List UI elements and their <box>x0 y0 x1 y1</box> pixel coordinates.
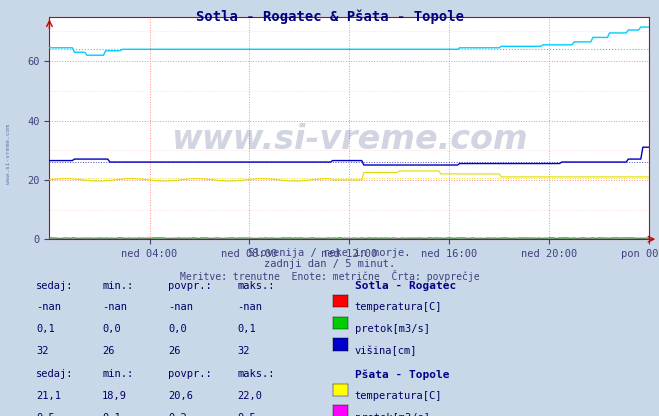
Text: 0,2: 0,2 <box>168 413 186 416</box>
Text: temperatura[C]: temperatura[C] <box>355 391 442 401</box>
Text: maks.:: maks.: <box>237 281 275 291</box>
Text: 18,9: 18,9 <box>102 391 127 401</box>
Text: Meritve: trenutne  Enote: metrične  Črta: povprečje: Meritve: trenutne Enote: metrične Črta: … <box>180 270 479 282</box>
Text: zadnji dan / 5 minut.: zadnji dan / 5 minut. <box>264 259 395 269</box>
Text: maks.:: maks.: <box>237 369 275 379</box>
Text: pretok[m3/s]: pretok[m3/s] <box>355 324 430 334</box>
Text: povpr.:: povpr.: <box>168 281 212 291</box>
Text: sedaj:: sedaj: <box>36 369 74 379</box>
Text: 0,5: 0,5 <box>237 413 256 416</box>
Text: min.:: min.: <box>102 369 133 379</box>
Text: 0,0: 0,0 <box>102 324 121 334</box>
Text: 0,1: 0,1 <box>237 324 256 334</box>
Text: 22,0: 22,0 <box>237 391 262 401</box>
Text: www.si-vreme.com: www.si-vreme.com <box>6 124 11 184</box>
Text: 0,5: 0,5 <box>36 413 55 416</box>
Text: 0,1: 0,1 <box>36 324 55 334</box>
Text: pretok[m3/s]: pretok[m3/s] <box>355 413 430 416</box>
Text: -nan: -nan <box>237 302 262 312</box>
Text: 32: 32 <box>36 346 49 356</box>
Text: višina[cm]: višina[cm] <box>355 346 417 356</box>
Text: 0,1: 0,1 <box>102 413 121 416</box>
Text: min.:: min.: <box>102 281 133 291</box>
Text: temperatura[C]: temperatura[C] <box>355 302 442 312</box>
Text: 20,6: 20,6 <box>168 391 193 401</box>
Text: Pšata - Topole: Pšata - Topole <box>355 369 449 380</box>
Text: 26: 26 <box>102 346 115 356</box>
Text: Sotla - Rogatec & Pšata - Topole: Sotla - Rogatec & Pšata - Topole <box>196 9 463 24</box>
Text: -nan: -nan <box>102 302 127 312</box>
Text: -nan: -nan <box>168 302 193 312</box>
Text: Slovenija / reke in morje.: Slovenija / reke in morje. <box>248 248 411 258</box>
Text: 0,0: 0,0 <box>168 324 186 334</box>
Text: Sotla - Rogatec: Sotla - Rogatec <box>355 281 456 291</box>
Text: 21,1: 21,1 <box>36 391 61 401</box>
Text: -nan: -nan <box>36 302 61 312</box>
Text: www.si-vreme.com: www.si-vreme.com <box>171 123 528 156</box>
Text: 32: 32 <box>237 346 250 356</box>
Text: povpr.:: povpr.: <box>168 369 212 379</box>
Text: sedaj:: sedaj: <box>36 281 74 291</box>
Text: 26: 26 <box>168 346 181 356</box>
